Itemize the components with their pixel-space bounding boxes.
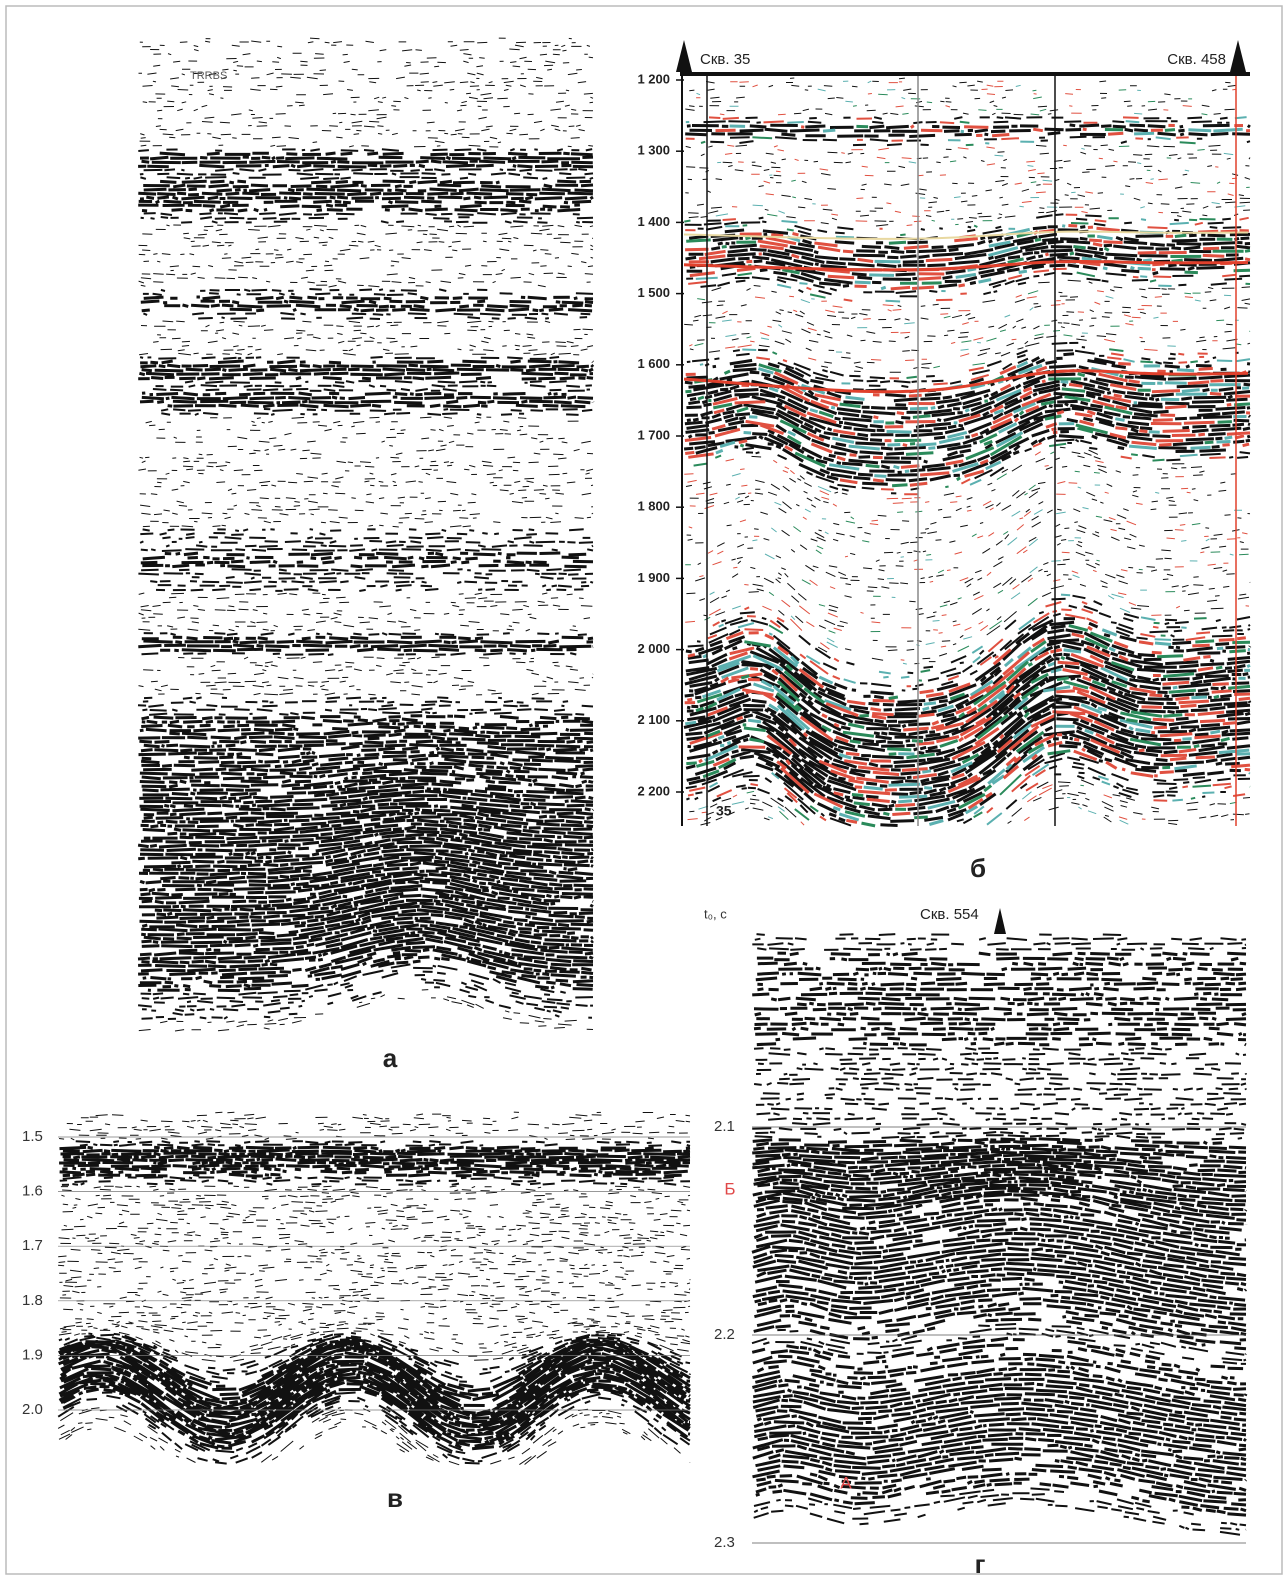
horizon-label: Б — [724, 1179, 735, 1198]
tick-label: 1.6 — [22, 1183, 43, 1200]
tick-label: 1.8 — [22, 1292, 43, 1309]
tick-label: 1.5 — [22, 1128, 43, 1145]
tick-label: 1.9 — [22, 1346, 43, 1363]
tick-label: 2 100 — [637, 712, 670, 727]
panel-label: б — [970, 853, 986, 883]
well-label: Скв. 554 — [920, 906, 979, 923]
tick-label: 2 200 — [637, 783, 670, 798]
tick-label: 1 500 — [637, 285, 670, 300]
tick-label: 1 200 — [637, 71, 670, 86]
tick-label: 2.0 — [22, 1401, 43, 1418]
figure: 1 200 1 300 1 400 1 500 1 600 1 700 1 800 1 900… — [0, 0, 1288, 1580]
tick-label: 2.2 — [714, 1326, 735, 1343]
tick-label: 1.7 — [22, 1237, 43, 1254]
tick-label: 1 700 — [637, 427, 670, 442]
tick-label: 1 300 — [637, 143, 670, 158]
horizon-label: А — [840, 1473, 852, 1492]
section-top — [680, 72, 1250, 76]
well-label: Скв. 35 — [700, 51, 750, 68]
panel-label: а — [383, 1043, 398, 1073]
panel-label: в — [387, 1483, 403, 1513]
tick-label: 1 400 — [637, 214, 670, 229]
tick-label: 1 900 — [637, 570, 670, 585]
well-label: Скв. 458 — [1167, 51, 1226, 68]
panel-label: г — [975, 1549, 986, 1579]
tick-label: 2 000 — [637, 641, 670, 656]
axis-title: t₀, с — [704, 906, 727, 921]
well-number: 35 — [716, 803, 732, 819]
tick-label: 1 800 — [637, 499, 670, 514]
tick-label: 2.3 — [714, 1534, 735, 1551]
tick-label: 1 600 — [637, 356, 670, 371]
tick-label: 2.1 — [714, 1118, 735, 1135]
inset-text: TRRBS — [190, 70, 227, 82]
